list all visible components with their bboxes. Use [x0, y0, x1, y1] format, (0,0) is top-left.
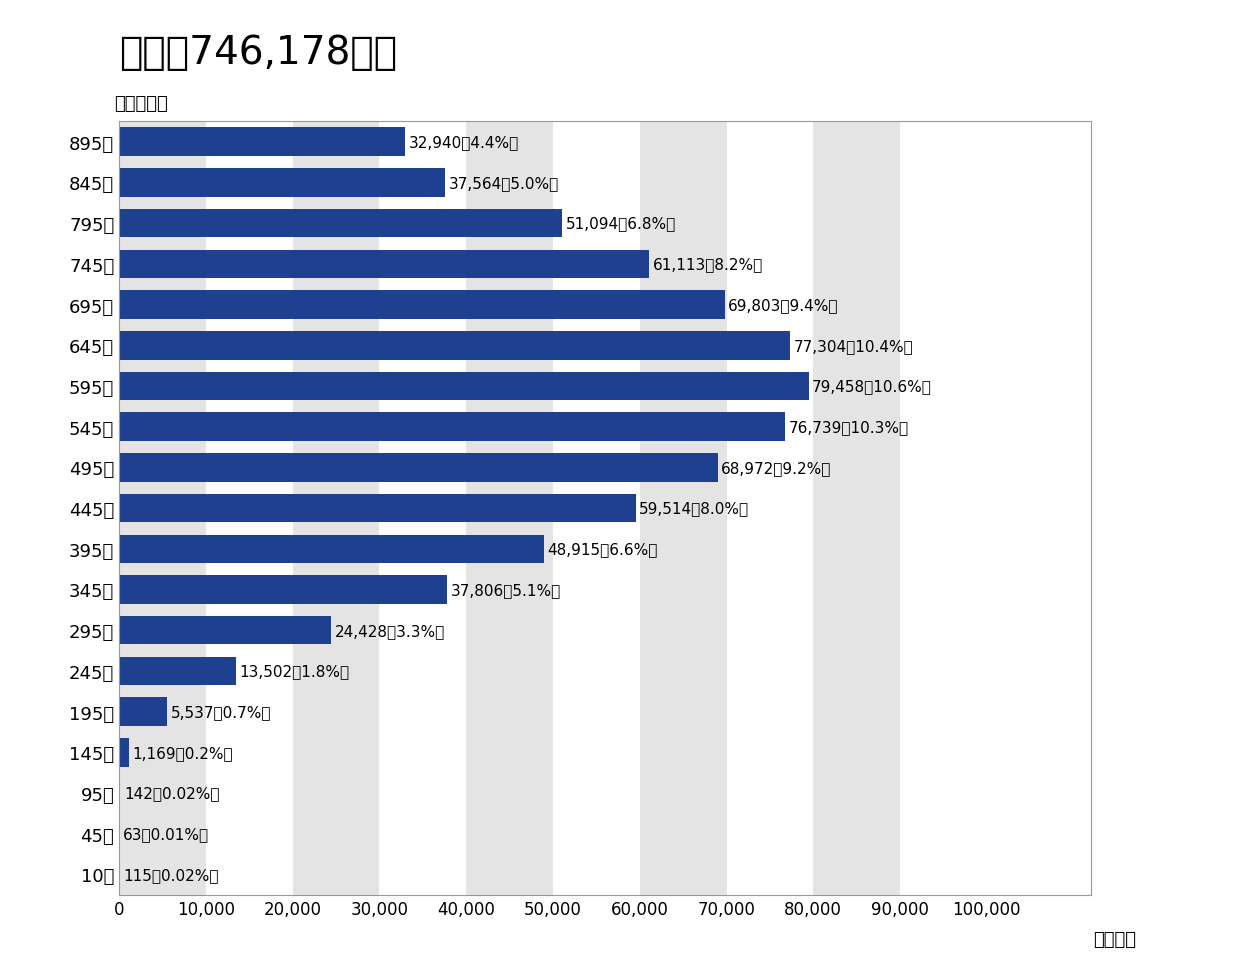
- Text: 77,304（10.4%）: 77,304（10.4%）: [794, 338, 913, 353]
- Text: 68,972（9.2%）: 68,972（9.2%）: [721, 461, 831, 475]
- Text: 5,537（0.7%）: 5,537（0.7%）: [171, 704, 271, 720]
- Bar: [119, 657, 236, 686]
- Bar: [119, 332, 790, 360]
- Text: （人数）: （人数）: [1093, 930, 1136, 948]
- Bar: [119, 291, 725, 320]
- Text: 142（0.02%）: 142（0.02%）: [124, 785, 219, 801]
- Bar: [119, 616, 331, 645]
- Text: 24,428（3.3%）: 24,428（3.3%）: [335, 623, 445, 638]
- Text: 48,915（6.6%）: 48,915（6.6%）: [547, 542, 657, 556]
- Bar: [119, 697, 167, 726]
- Bar: [380, 122, 466, 895]
- Bar: [726, 122, 814, 895]
- Text: 59,514（8.0%）: 59,514（8.0%）: [640, 501, 749, 516]
- Text: 1,169（0.2%）: 1,169（0.2%）: [133, 745, 233, 760]
- Text: 63（0.01%）: 63（0.01%）: [123, 826, 209, 841]
- Bar: [466, 122, 553, 895]
- Bar: [814, 122, 900, 895]
- Bar: [119, 373, 809, 401]
- Bar: [119, 122, 206, 895]
- Bar: [119, 454, 717, 482]
- Bar: [119, 738, 129, 767]
- Text: 51,094（6.8%）: 51,094（6.8%）: [566, 216, 676, 232]
- Text: 13,502（1.8%）: 13,502（1.8%）: [240, 664, 350, 679]
- Bar: [119, 494, 636, 523]
- Text: 79,458（10.6%）: 79,458（10.6%）: [813, 379, 932, 394]
- Bar: [206, 122, 292, 895]
- Text: 37,564（5.0%）: 37,564（5.0%）: [449, 176, 559, 191]
- Text: （スコア）: （スコア）: [114, 95, 168, 113]
- Text: 76,739（10.3%）: 76,739（10.3%）: [789, 420, 909, 435]
- Bar: [119, 250, 650, 279]
- Text: 全体（746,178人）: 全体（746,178人）: [119, 34, 398, 72]
- Bar: [119, 535, 543, 563]
- Text: 115（0.02%）: 115（0.02%）: [124, 867, 219, 882]
- Text: 61,113（8.2%）: 61,113（8.2%）: [653, 257, 764, 272]
- Bar: [292, 122, 380, 895]
- Bar: [119, 576, 448, 604]
- Bar: [119, 413, 785, 441]
- Bar: [119, 128, 405, 156]
- Bar: [553, 122, 640, 895]
- Bar: [900, 122, 987, 895]
- Bar: [119, 209, 563, 239]
- Bar: [640, 122, 726, 895]
- Bar: [119, 169, 445, 198]
- Text: 32,940（4.4%）: 32,940（4.4%）: [409, 135, 519, 150]
- Text: 37,806（5.1%）: 37,806（5.1%）: [450, 582, 561, 598]
- Text: 69,803（9.4%）: 69,803（9.4%）: [729, 297, 839, 313]
